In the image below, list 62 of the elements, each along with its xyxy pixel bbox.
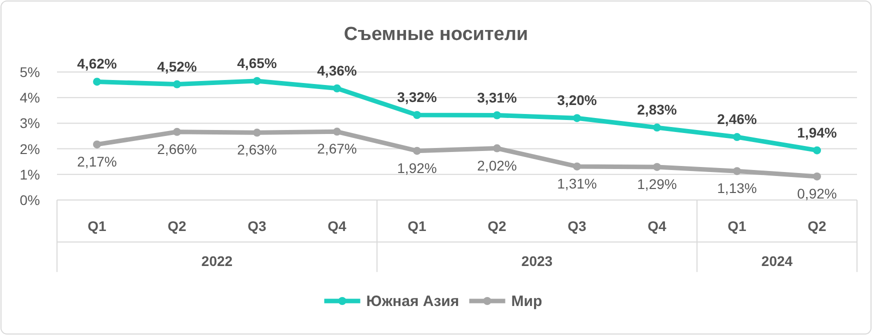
point — [173, 80, 181, 88]
chart-title: Съемные носители — [344, 24, 528, 45]
point — [173, 128, 181, 136]
point — [493, 144, 501, 152]
point — [413, 146, 421, 155]
point — [813, 146, 821, 154]
x-tick-label: Q2 — [488, 218, 507, 234]
x-tick-label: Q4 — [648, 218, 667, 234]
point — [253, 128, 261, 137]
data-label: 2,67% — [317, 140, 357, 157]
y-tick-label: 5% — [20, 64, 40, 80]
text: 2023 — [521, 253, 553, 269]
x-tick-label: Q3 — [568, 218, 587, 234]
x-tick-label: Q4 — [328, 218, 347, 234]
point — [653, 162, 661, 171]
point — [733, 133, 741, 142]
y-tick-label: 3% — [20, 115, 40, 132]
text: 2022 — [201, 253, 233, 269]
data-label: 1,29% — [637, 176, 677, 192]
x-tick-label: Q2 — [168, 218, 187, 234]
text: 2024 — [761, 253, 793, 269]
point — [653, 124, 661, 132]
point — [333, 84, 341, 92]
y-tick-label: 1% — [20, 166, 40, 182]
y-tick-label: 2% — [20, 140, 40, 157]
data-label: 1,13% — [717, 180, 757, 196]
data-label: 4,52% — [157, 58, 198, 74]
point — [733, 167, 741, 176]
x-tick-label: Q1 — [88, 218, 107, 234]
data-label: 3,20% — [557, 92, 598, 108]
data-label: 2,46% — [717, 111, 758, 128]
point — [93, 140, 101, 148]
point — [813, 172, 821, 180]
data-label: 2,17% — [77, 153, 117, 170]
data-label: 2,63% — [237, 142, 277, 158]
data-label: 0,92% — [797, 185, 837, 202]
x-tick-label: Q3 — [248, 218, 267, 234]
data-label: 4,65% — [237, 54, 278, 71]
legend-label: Мир — [511, 293, 542, 310]
data-label: 4,36% — [317, 62, 358, 78]
x-tick-label: Q1 — [728, 218, 747, 234]
data-label: 2,02% — [477, 157, 517, 174]
y-tick-label: 4% — [20, 90, 40, 106]
data-label: 2,66% — [157, 140, 197, 157]
data-label: 2,83% — [637, 102, 678, 118]
point — [573, 162, 581, 170]
point — [333, 128, 341, 136]
data-label: 3,31% — [477, 89, 518, 106]
data-label: 1,94% — [797, 124, 838, 140]
data-label: 4,62% — [77, 56, 118, 72]
x-tick-label: Q1 — [408, 218, 427, 234]
data-label: 1,92% — [397, 160, 437, 176]
legend-label: Южная Азия — [366, 293, 460, 310]
point — [253, 76, 261, 85]
y-tick-label: 0% — [20, 192, 40, 208]
point — [93, 78, 101, 86]
point — [573, 114, 581, 122]
data-label: 3,32% — [397, 89, 438, 106]
point — [413, 111, 421, 120]
x-tick-label: Q2 — [808, 218, 827, 234]
point — [493, 111, 501, 120]
data-label: 1,31% — [557, 175, 597, 192]
